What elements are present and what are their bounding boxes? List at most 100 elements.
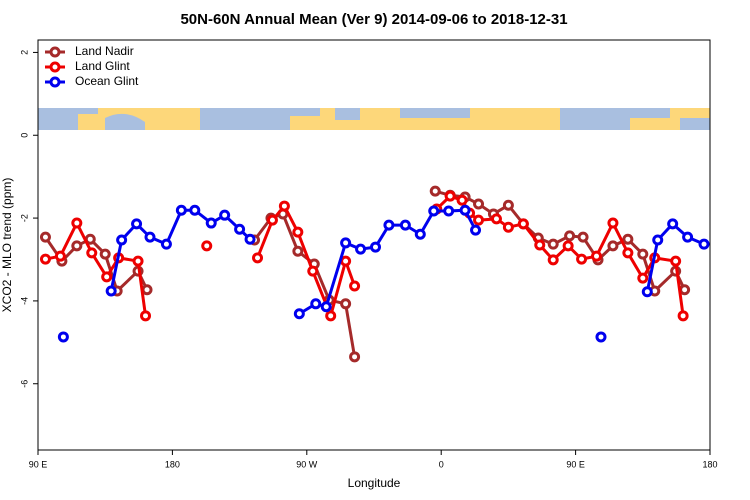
- point: [562, 240, 574, 252]
- x-tick-label: 90 E: [29, 459, 48, 469]
- point: [564, 230, 576, 242]
- point: [547, 238, 559, 250]
- point: [355, 243, 367, 255]
- point: [266, 214, 278, 226]
- point: [502, 221, 514, 233]
- plot-frame: [37, 39, 711, 451]
- point: [667, 218, 679, 230]
- point: [307, 265, 319, 277]
- x-tick-label: 180: [702, 459, 717, 469]
- point: [325, 310, 337, 322]
- point: [310, 298, 322, 310]
- point: [140, 310, 152, 322]
- point: [234, 223, 246, 235]
- point: [456, 194, 468, 206]
- point: [205, 217, 217, 229]
- point: [340, 237, 352, 249]
- point: [39, 231, 51, 243]
- y-tick-label: -4: [19, 297, 29, 305]
- series-line: [45, 194, 685, 321]
- legend-text: Land Nadir: [75, 44, 134, 58]
- point: [679, 284, 691, 296]
- x-tick-label: 0: [439, 459, 444, 469]
- point: [607, 240, 619, 252]
- point: [652, 234, 664, 246]
- point: [292, 245, 304, 257]
- point: [116, 234, 128, 246]
- point: [414, 228, 426, 240]
- point: [576, 253, 588, 265]
- point: [54, 250, 66, 262]
- legend-text: Land Glint: [75, 59, 130, 73]
- point: [320, 301, 332, 313]
- legend-marker: [49, 61, 61, 73]
- point: [175, 204, 187, 216]
- point: [219, 209, 231, 221]
- point: [670, 255, 682, 267]
- point: [132, 255, 144, 267]
- x-tick-label: 180: [165, 459, 180, 469]
- point: [201, 240, 213, 252]
- map-strip: [38, 108, 710, 130]
- point: [429, 185, 441, 197]
- point: [698, 238, 710, 250]
- point: [340, 255, 352, 267]
- point: [473, 214, 485, 226]
- point: [144, 231, 156, 243]
- y-tick-label: -6: [19, 380, 29, 388]
- point: [101, 271, 113, 283]
- point: [293, 308, 305, 320]
- point: [534, 239, 546, 251]
- point: [428, 205, 440, 217]
- point: [71, 240, 83, 252]
- point: [577, 231, 589, 243]
- point: [591, 250, 603, 262]
- point: [383, 219, 395, 231]
- point: [39, 253, 51, 265]
- point: [470, 224, 482, 236]
- point: [682, 231, 694, 243]
- point: [517, 218, 529, 230]
- legend-marker: [49, 46, 61, 58]
- point: [278, 200, 290, 212]
- point: [595, 331, 607, 343]
- point: [349, 280, 361, 292]
- point: [399, 219, 411, 231]
- point: [131, 218, 143, 230]
- point: [622, 247, 634, 259]
- point: [99, 248, 111, 260]
- point: [641, 286, 653, 298]
- point: [443, 205, 455, 217]
- point: [71, 217, 83, 229]
- y-tick-label: 0: [19, 133, 29, 138]
- x-axis-label: Longitude: [348, 476, 401, 490]
- point: [57, 331, 69, 343]
- y-tick-label: -2: [19, 214, 29, 222]
- point: [141, 284, 153, 296]
- point: [677, 310, 689, 322]
- legend-marker: [49, 76, 61, 88]
- point: [444, 190, 456, 202]
- point: [490, 213, 502, 225]
- chart-title: 50N-60N Annual Mean (Ver 9) 2014-09-06 t…: [180, 11, 567, 28]
- y-axis-label: XCO2 - MLO trend (ppm): [0, 178, 14, 313]
- point: [160, 238, 172, 250]
- y-tick-label: 2: [19, 50, 29, 55]
- point: [189, 204, 201, 216]
- point: [637, 272, 649, 284]
- point: [369, 241, 381, 253]
- point: [105, 285, 117, 297]
- legend-text: Ocean Glint: [75, 74, 139, 88]
- x-tick-label: 90 E: [566, 459, 585, 469]
- x-tick-label: 90 W: [296, 459, 318, 469]
- point: [252, 252, 264, 264]
- point: [547, 254, 559, 266]
- point: [340, 298, 352, 310]
- point: [86, 247, 98, 259]
- point: [459, 204, 471, 216]
- point: [244, 233, 256, 245]
- point: [622, 233, 634, 245]
- point: [473, 198, 485, 210]
- point: [292, 226, 304, 238]
